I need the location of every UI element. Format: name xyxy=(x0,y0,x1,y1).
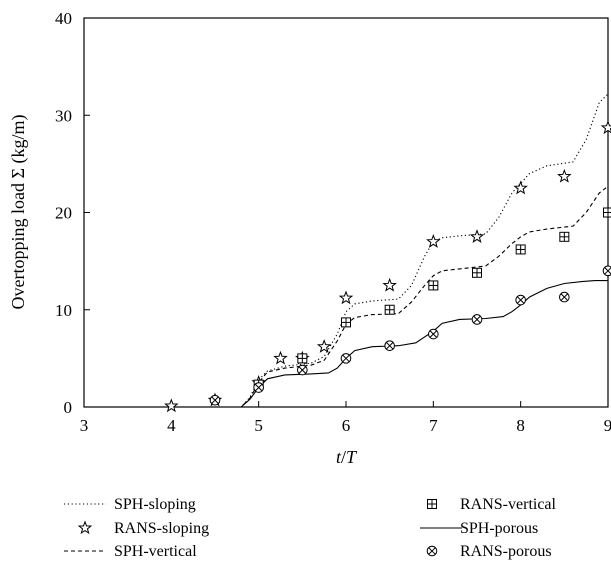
x-axis-title: t/T xyxy=(336,447,358,467)
legend-entry-sph-sloping: SPH-sloping xyxy=(64,496,196,513)
series-line-sph-porous xyxy=(84,280,608,408)
y-axis-ticks: 0 10 20 30 40 xyxy=(55,9,90,417)
data-point-rans-sloping xyxy=(557,168,572,183)
x-tick-label: 6 xyxy=(342,416,351,435)
data-point-rans-sloping xyxy=(164,398,179,413)
legend-entry-sph-porous: SPH-porous xyxy=(420,520,538,537)
plot-area: 3 4 5 6 7 8 9 0 10 20 30 40 xyxy=(55,9,611,435)
data-point-rans-vertical xyxy=(559,231,570,242)
legend: SPH-sloping RANS-sloping SPH-vertical RANS-… xyxy=(64,496,557,560)
y-tick-label: 20 xyxy=(55,204,72,223)
x-tick-label: 9 xyxy=(604,416,611,435)
x-axis-title-T: T xyxy=(346,447,358,467)
data-point-rans-vertical xyxy=(428,280,439,291)
data-point-rans-sloping xyxy=(469,229,485,243)
data-point-rans-porous xyxy=(253,382,264,393)
data-point-rans-vertical xyxy=(341,317,351,328)
x-tick-label: 4 xyxy=(167,416,176,435)
y-tick-label: 0 xyxy=(64,398,73,417)
y-tick-label: 30 xyxy=(55,106,72,125)
legend-label: SPH-vertical xyxy=(114,543,197,560)
data-point-rans-vertical xyxy=(384,304,395,315)
data-point-rans-sloping xyxy=(382,277,397,292)
data-point-rans-vertical xyxy=(297,353,308,364)
series-line-sph-sloping xyxy=(84,93,609,408)
data-point-rans-sloping xyxy=(273,350,288,365)
data-point-rans-vertical xyxy=(515,244,526,255)
data-point-rans-sloping xyxy=(316,339,332,353)
series-lines xyxy=(84,93,609,408)
data-point-rans-porous xyxy=(297,364,308,376)
legend-label: RANS-porous xyxy=(460,543,552,560)
legend-swatch xyxy=(426,545,438,557)
x-axis-title-t: t xyxy=(336,447,342,467)
x-tick-label: 5 xyxy=(254,416,263,435)
legend-label: SPH-sloping xyxy=(114,496,196,513)
legend-entry-rans-sloping: RANS-sloping xyxy=(77,520,209,537)
data-point-rans-porous xyxy=(471,314,483,325)
data-point-rans-porous xyxy=(602,265,611,277)
data-point-rans-vertical xyxy=(472,267,482,278)
data-point-rans-porous xyxy=(515,294,526,306)
y-tick-label: 40 xyxy=(55,9,72,28)
data-point-rans-vertical xyxy=(603,207,611,218)
x-tick-label: 3 xyxy=(80,416,89,435)
legend-entry-rans-vertical: RANS-vertical xyxy=(427,496,557,513)
data-point-rans-sloping xyxy=(426,234,441,248)
data-point-rans-porous xyxy=(428,328,439,340)
data-point-rans-porous xyxy=(209,394,221,406)
data-point-rans-sloping xyxy=(600,120,611,135)
data-point-rans-porous xyxy=(384,340,395,352)
series-line-sph-vertical xyxy=(84,185,609,408)
data-point-rans-porous xyxy=(340,353,352,364)
data-point-rans-sloping xyxy=(513,180,528,195)
legend-label: RANS-sloping xyxy=(114,520,209,537)
legend-swatch xyxy=(427,499,437,509)
series-markers xyxy=(164,120,611,413)
legend-entry-rans-porous: RANS-porous xyxy=(426,543,552,560)
x-axis-ticks: 3 4 5 6 7 8 9 xyxy=(80,401,611,435)
legend-entry-sph-vertical: SPH-vertical xyxy=(64,543,197,560)
data-point-rans-sloping xyxy=(338,290,354,305)
x-axis-title-slash: / xyxy=(341,447,346,467)
legend-label: SPH-porous xyxy=(460,520,538,537)
data-point-rans-porous xyxy=(559,291,570,303)
x-tick-label: 7 xyxy=(429,416,438,435)
legend-label: RANS-vertical xyxy=(460,496,557,513)
x-tick-label: 8 xyxy=(516,416,525,435)
plot-frame xyxy=(83,17,609,408)
y-tick-label: 10 xyxy=(55,301,72,320)
y-axis-title: Overtopping load Σ (kg/m) xyxy=(8,115,29,310)
legend-swatch xyxy=(77,520,93,535)
